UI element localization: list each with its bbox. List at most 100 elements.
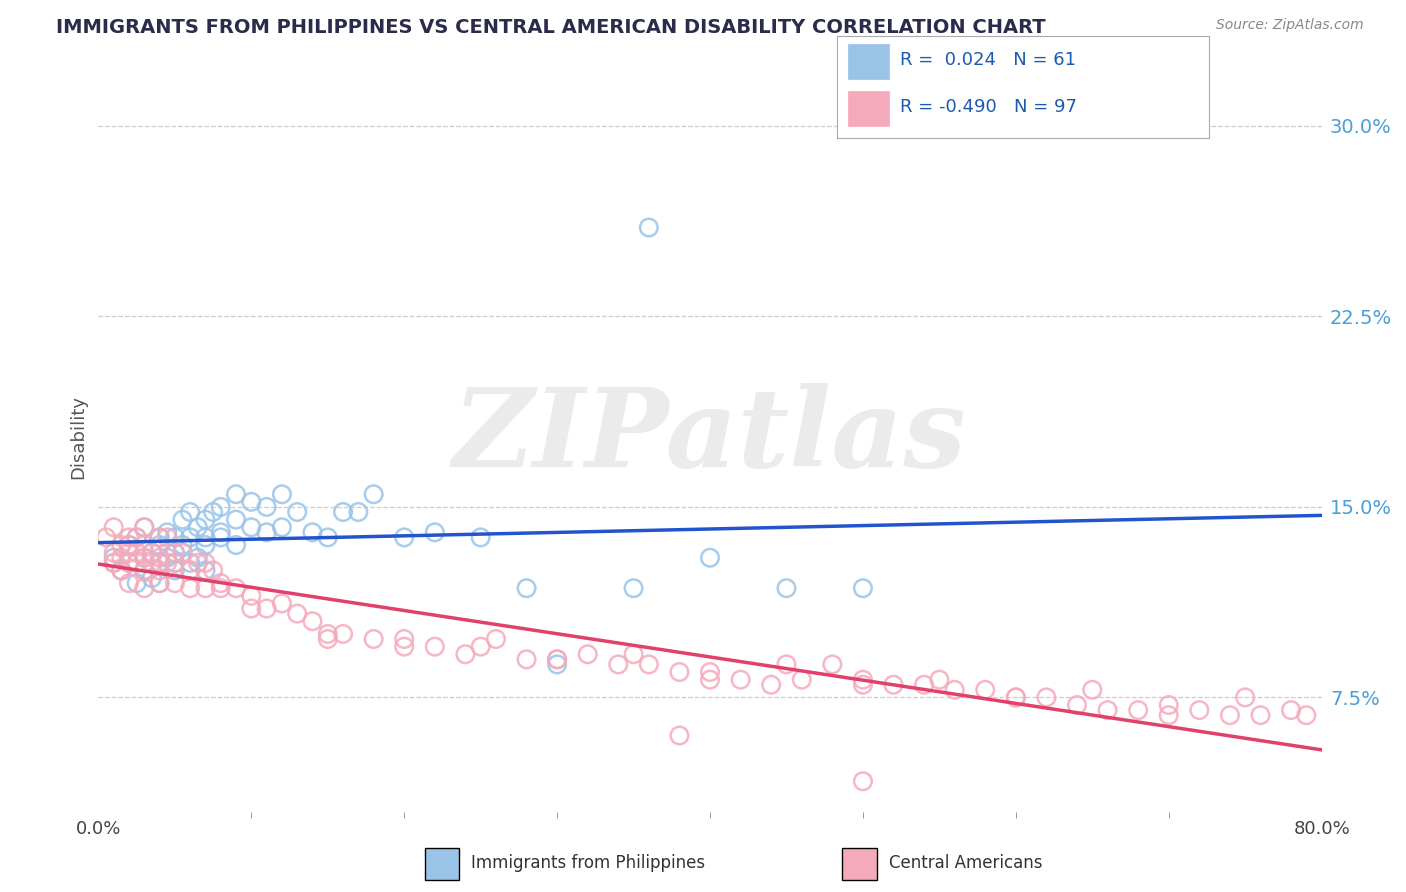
Point xyxy=(790,673,813,687)
Point xyxy=(156,525,179,540)
Point xyxy=(149,538,172,552)
Point xyxy=(392,632,416,646)
Point xyxy=(110,563,132,577)
Point xyxy=(1066,698,1088,712)
Point xyxy=(149,563,172,577)
Point xyxy=(256,601,278,615)
Point xyxy=(118,530,141,544)
Point xyxy=(134,538,156,552)
Point xyxy=(134,563,156,577)
Point xyxy=(516,652,538,666)
Point xyxy=(163,530,186,544)
Point xyxy=(225,581,247,595)
Point xyxy=(134,563,156,577)
Point xyxy=(118,576,141,591)
Point xyxy=(149,576,172,591)
Point xyxy=(301,614,323,628)
Point xyxy=(125,556,148,570)
Point xyxy=(134,520,156,534)
Point xyxy=(202,563,225,577)
Point xyxy=(470,530,492,544)
Point xyxy=(883,678,905,692)
Point xyxy=(163,556,186,570)
Point xyxy=(240,589,263,603)
Point xyxy=(699,673,721,687)
Point xyxy=(576,647,599,661)
Point xyxy=(194,563,217,577)
Point xyxy=(149,530,172,544)
Point xyxy=(623,581,645,595)
Point xyxy=(285,505,308,519)
Point xyxy=(316,627,339,641)
Point xyxy=(1035,690,1057,705)
Point xyxy=(141,556,163,570)
Point xyxy=(347,505,370,519)
Point xyxy=(668,729,690,743)
Point xyxy=(134,550,156,565)
Point xyxy=(156,530,179,544)
Point xyxy=(240,495,263,509)
Point xyxy=(1234,690,1257,705)
Point xyxy=(759,678,782,692)
Text: IMMIGRANTS FROM PHILIPPINES VS CENTRAL AMERICAN DISABILITY CORRELATION CHART: IMMIGRANTS FROM PHILIPPINES VS CENTRAL A… xyxy=(56,18,1046,37)
Point xyxy=(943,682,966,697)
Point xyxy=(125,576,148,591)
Point xyxy=(546,652,568,666)
Point xyxy=(240,520,263,534)
Text: R = -0.490   N = 97: R = -0.490 N = 97 xyxy=(900,98,1077,117)
Point xyxy=(134,581,156,595)
Point xyxy=(118,538,141,552)
Point xyxy=(125,530,148,544)
Point xyxy=(179,530,201,544)
Point xyxy=(194,513,217,527)
Point xyxy=(1004,690,1026,705)
Text: Immigrants from Philippines: Immigrants from Philippines xyxy=(471,854,706,872)
Point xyxy=(194,530,217,544)
Point xyxy=(470,640,492,654)
Point xyxy=(103,546,125,560)
Point xyxy=(363,632,385,646)
Point xyxy=(1004,690,1026,705)
Point xyxy=(1188,703,1211,717)
Point xyxy=(363,487,385,501)
FancyBboxPatch shape xyxy=(848,91,889,126)
FancyBboxPatch shape xyxy=(848,44,889,78)
Point xyxy=(202,505,225,519)
Point xyxy=(141,546,163,560)
Point xyxy=(179,563,201,577)
Point xyxy=(194,556,217,570)
Point xyxy=(270,597,292,611)
Point xyxy=(392,640,416,654)
Point xyxy=(118,556,141,570)
Point xyxy=(454,647,477,661)
Point xyxy=(775,581,797,595)
Point xyxy=(194,538,217,552)
Point xyxy=(149,576,172,591)
Point xyxy=(225,538,247,552)
Point xyxy=(125,530,148,544)
Point xyxy=(103,556,125,570)
Point xyxy=(270,520,292,534)
Point xyxy=(852,774,875,789)
Point xyxy=(316,530,339,544)
Point xyxy=(163,576,186,591)
Point xyxy=(240,601,263,615)
Y-axis label: Disability: Disability xyxy=(69,395,87,479)
Point xyxy=(225,513,247,527)
Point xyxy=(187,550,209,565)
Point xyxy=(285,607,308,621)
Point xyxy=(172,513,194,527)
Point xyxy=(485,632,508,646)
Point xyxy=(912,678,935,692)
Point xyxy=(668,665,690,679)
Point xyxy=(163,546,186,560)
Point xyxy=(392,530,416,544)
Point xyxy=(423,525,446,540)
Point xyxy=(637,657,661,672)
Point xyxy=(623,647,645,661)
Point xyxy=(163,556,186,570)
Point xyxy=(775,657,797,672)
Point xyxy=(209,530,232,544)
Point xyxy=(821,657,844,672)
Point xyxy=(134,550,156,565)
